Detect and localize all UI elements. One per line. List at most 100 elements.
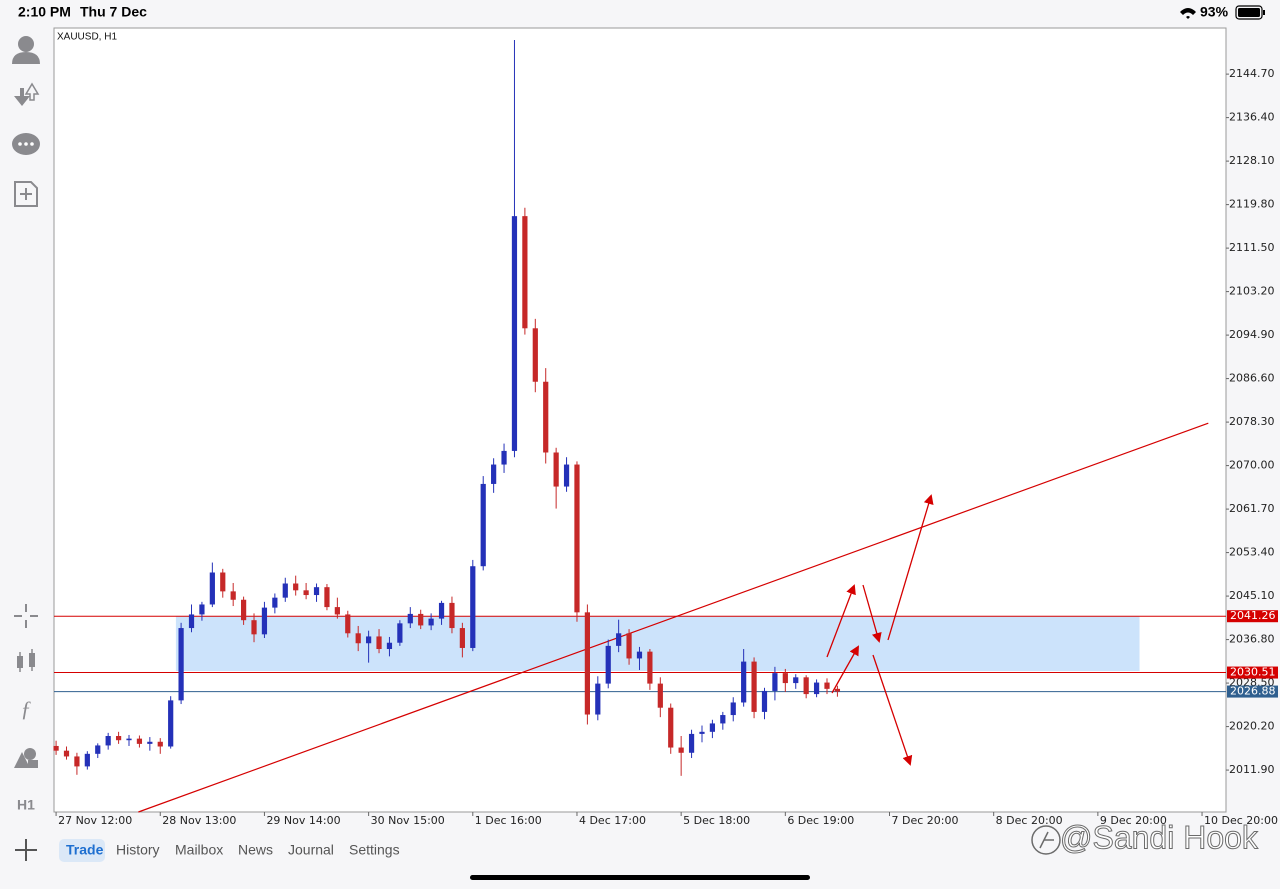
candle-body <box>199 604 205 615</box>
indicators-icon[interactable]: ƒ <box>21 696 32 721</box>
candle-body <box>220 572 226 592</box>
candle-body <box>345 614 351 634</box>
trendline <box>138 422 1209 813</box>
candle-body <box>751 661 757 712</box>
tab[interactable]: News <box>238 842 273 858</box>
x-tick-label: 10 Dec 20:00 <box>1204 814 1278 827</box>
candle-body <box>355 633 361 644</box>
candle-body <box>209 572 215 605</box>
candle-body <box>272 597 278 608</box>
watermark: @Sandi Hook <box>1060 819 1259 855</box>
status-time: 2:10 PM <box>18 4 71 20</box>
price-tag-label: 2041.26 <box>1230 609 1276 622</box>
arrow <box>831 645 859 694</box>
crosshair-icon[interactable] <box>14 604 38 628</box>
x-tick-label: 7 Dec 20:00 <box>892 814 959 827</box>
timeframe-button[interactable]: H1 <box>17 797 35 813</box>
candle-body <box>563 464 570 487</box>
candle-body <box>303 590 309 596</box>
x-tick-label: 30 Nov 15:00 <box>371 814 445 827</box>
candle-body <box>574 464 580 613</box>
candle-body <box>636 651 643 659</box>
candle-body <box>626 633 632 659</box>
price-tag-label: 2030.51 <box>1230 666 1276 679</box>
x-tick-label: 28 Nov 13:00 <box>162 814 236 827</box>
add-button[interactable] <box>15 839 37 861</box>
y-tick-label: 2103.20 <box>1229 285 1275 298</box>
candle-body <box>105 736 111 746</box>
tab[interactable]: Mailbox <box>175 842 223 858</box>
y-tick-label: 2011.90 <box>1229 763 1275 776</box>
candle-body <box>188 614 195 629</box>
y-tick-label: 2119.80 <box>1229 198 1275 211</box>
status-date: Thu 7 Dec <box>80 4 147 20</box>
candle-body <box>470 566 476 648</box>
chart-type-icon[interactable] <box>17 649 35 672</box>
tab[interactable]: Journal <box>288 842 334 858</box>
y-tick-label: 2144.70 <box>1229 67 1275 80</box>
candle-body <box>63 750 70 757</box>
tab[interactable]: Settings <box>349 842 400 858</box>
y-tick-label: 2045.10 <box>1229 589 1275 602</box>
candle-body <box>324 587 330 608</box>
x-tick-label: 9 Dec 20:00 <box>1100 814 1167 827</box>
account-icon[interactable] <box>12 36 40 64</box>
candle-body <box>647 651 653 684</box>
candle-body <box>418 613 424 626</box>
candle-body <box>678 747 684 753</box>
y-tick-label: 2061.70 <box>1229 502 1275 515</box>
home-indicator <box>470 875 810 880</box>
candle-body <box>522 216 528 329</box>
candle-body <box>449 602 455 629</box>
candle-body <box>313 587 320 596</box>
y-tick-label: 2136.40 <box>1229 111 1275 124</box>
active-tab-bg <box>59 839 105 862</box>
tab[interactable]: History <box>116 842 160 858</box>
candle-body <box>397 623 403 643</box>
wifi-icon <box>1180 8 1196 19</box>
candle-body <box>240 599 247 621</box>
price-tag <box>1227 610 1278 623</box>
candle-body <box>376 636 382 650</box>
candle-body <box>772 673 778 691</box>
objects-icon[interactable] <box>14 748 38 768</box>
candle-body <box>803 677 809 695</box>
candle-body <box>95 745 101 754</box>
candle-body <box>251 620 257 635</box>
candle-body <box>53 745 59 751</box>
tab[interactable]: Trade <box>66 842 104 858</box>
arrow <box>887 494 934 641</box>
candle-body <box>616 633 622 646</box>
tab-bar: Trade History Mailbox News Journal Settings <box>66 842 400 858</box>
candle-body <box>501 450 507 465</box>
candle-body <box>584 612 590 715</box>
candle-body <box>730 702 736 716</box>
candle-body <box>834 688 841 692</box>
y-tick-label: 2036.80 <box>1229 633 1275 646</box>
candle-body <box>741 661 747 703</box>
candle-body <box>595 683 601 715</box>
y-tick-label: 2053.40 <box>1229 546 1275 559</box>
chat-icon[interactable] <box>12 133 40 155</box>
candle-body <box>720 715 726 724</box>
candle-body <box>366 636 372 644</box>
chart-area <box>53 27 1227 813</box>
candle-body <box>459 628 465 648</box>
candle-body <box>261 607 268 635</box>
candle-body <box>386 642 393 650</box>
trade-icon[interactable] <box>14 82 40 106</box>
annotation-arrows <box>826 494 934 766</box>
y-tick-label: 2086.60 <box>1229 372 1275 385</box>
new-order-icon[interactable] <box>14 181 38 207</box>
candle-body <box>438 602 445 619</box>
price-tag <box>1227 685 1278 698</box>
candle-body <box>511 216 518 451</box>
candle-body <box>74 756 80 767</box>
x-tick-label: 8 Dec 20:00 <box>996 814 1063 827</box>
candle-body <box>126 738 132 741</box>
y-tick-label: 2111.50 <box>1229 241 1275 254</box>
chart-title: XAUUSD, H1 <box>57 32 117 43</box>
candle-body <box>824 682 830 689</box>
